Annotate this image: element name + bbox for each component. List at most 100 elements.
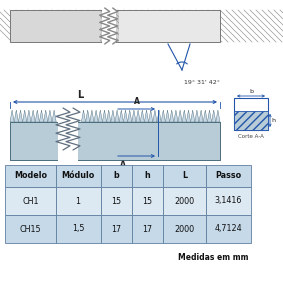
Text: h: h xyxy=(271,118,275,123)
Bar xyxy=(163,165,206,187)
Bar xyxy=(5,215,55,243)
Bar xyxy=(234,98,268,130)
Text: 2000: 2000 xyxy=(174,196,194,205)
Polygon shape xyxy=(182,110,186,122)
Text: Medidas em mm: Medidas em mm xyxy=(177,253,248,262)
Polygon shape xyxy=(216,110,220,122)
Polygon shape xyxy=(203,110,207,122)
Bar xyxy=(234,111,268,130)
Polygon shape xyxy=(18,110,23,122)
Text: h: h xyxy=(145,171,151,181)
Polygon shape xyxy=(23,110,27,122)
Text: 19° 31' 42°: 19° 31' 42° xyxy=(184,80,220,85)
Text: 1: 1 xyxy=(76,196,81,205)
Text: L: L xyxy=(182,171,187,181)
Polygon shape xyxy=(186,110,190,122)
Bar xyxy=(206,165,251,187)
Polygon shape xyxy=(44,110,48,122)
Bar xyxy=(100,215,132,243)
Polygon shape xyxy=(128,110,132,122)
Polygon shape xyxy=(140,110,144,122)
Polygon shape xyxy=(27,110,31,122)
Polygon shape xyxy=(31,110,35,122)
Text: 2000: 2000 xyxy=(174,224,194,233)
Polygon shape xyxy=(178,110,182,122)
Polygon shape xyxy=(52,110,56,122)
Text: Passo: Passo xyxy=(215,171,241,181)
Polygon shape xyxy=(212,110,216,122)
Polygon shape xyxy=(170,110,174,122)
Polygon shape xyxy=(199,110,203,122)
Text: A: A xyxy=(134,97,140,106)
Polygon shape xyxy=(132,110,136,122)
Text: CH1: CH1 xyxy=(22,196,38,205)
Bar xyxy=(5,187,55,215)
Bar xyxy=(55,215,100,243)
Text: b: b xyxy=(249,89,253,94)
Polygon shape xyxy=(90,110,94,122)
Polygon shape xyxy=(98,110,102,122)
Polygon shape xyxy=(165,110,170,122)
Polygon shape xyxy=(10,110,14,122)
Polygon shape xyxy=(207,110,212,122)
Polygon shape xyxy=(115,110,119,122)
Text: Corte A-A: Corte A-A xyxy=(238,134,264,139)
Text: Módulo: Módulo xyxy=(61,171,95,181)
Polygon shape xyxy=(35,110,39,122)
Polygon shape xyxy=(174,110,178,122)
Polygon shape xyxy=(82,110,85,122)
Polygon shape xyxy=(190,110,195,122)
Polygon shape xyxy=(107,110,111,122)
Bar xyxy=(58,107,78,163)
Text: 3,1416: 3,1416 xyxy=(215,196,242,205)
Text: L: L xyxy=(77,90,83,100)
Bar xyxy=(163,215,206,243)
Polygon shape xyxy=(149,110,153,122)
Text: 15: 15 xyxy=(143,196,153,205)
Bar xyxy=(206,187,251,215)
Polygon shape xyxy=(119,110,123,122)
Bar xyxy=(119,10,220,42)
Text: 17: 17 xyxy=(143,224,153,233)
Bar xyxy=(132,215,163,243)
Polygon shape xyxy=(85,110,90,122)
Bar xyxy=(55,187,100,215)
Bar xyxy=(10,122,220,160)
Text: CH15: CH15 xyxy=(20,224,41,233)
Text: 17: 17 xyxy=(111,224,121,233)
Bar xyxy=(100,187,132,215)
Polygon shape xyxy=(153,110,157,122)
Bar xyxy=(10,10,100,42)
Polygon shape xyxy=(136,110,140,122)
Polygon shape xyxy=(39,110,44,122)
Text: 15: 15 xyxy=(111,196,121,205)
Polygon shape xyxy=(14,110,18,122)
Bar xyxy=(5,165,55,187)
Bar xyxy=(55,165,100,187)
Bar xyxy=(206,215,251,243)
Polygon shape xyxy=(195,110,199,122)
Bar xyxy=(100,165,132,187)
Bar xyxy=(132,187,163,215)
Bar xyxy=(10,10,100,42)
Polygon shape xyxy=(111,110,115,122)
Polygon shape xyxy=(157,110,161,122)
Bar xyxy=(132,165,163,187)
Bar xyxy=(10,122,220,160)
Polygon shape xyxy=(161,110,165,122)
Bar xyxy=(163,187,206,215)
Text: b: b xyxy=(113,171,119,181)
Polygon shape xyxy=(123,110,128,122)
Polygon shape xyxy=(102,110,107,122)
Bar xyxy=(119,10,220,42)
Polygon shape xyxy=(94,110,98,122)
Bar xyxy=(102,7,116,45)
Polygon shape xyxy=(48,110,52,122)
Text: A: A xyxy=(120,160,126,169)
Bar xyxy=(10,10,220,42)
Text: 1,5: 1,5 xyxy=(72,224,84,233)
Text: 4,7124: 4,7124 xyxy=(214,224,242,233)
Polygon shape xyxy=(144,110,149,122)
Bar xyxy=(10,10,220,42)
Text: Modelo: Modelo xyxy=(14,171,47,181)
